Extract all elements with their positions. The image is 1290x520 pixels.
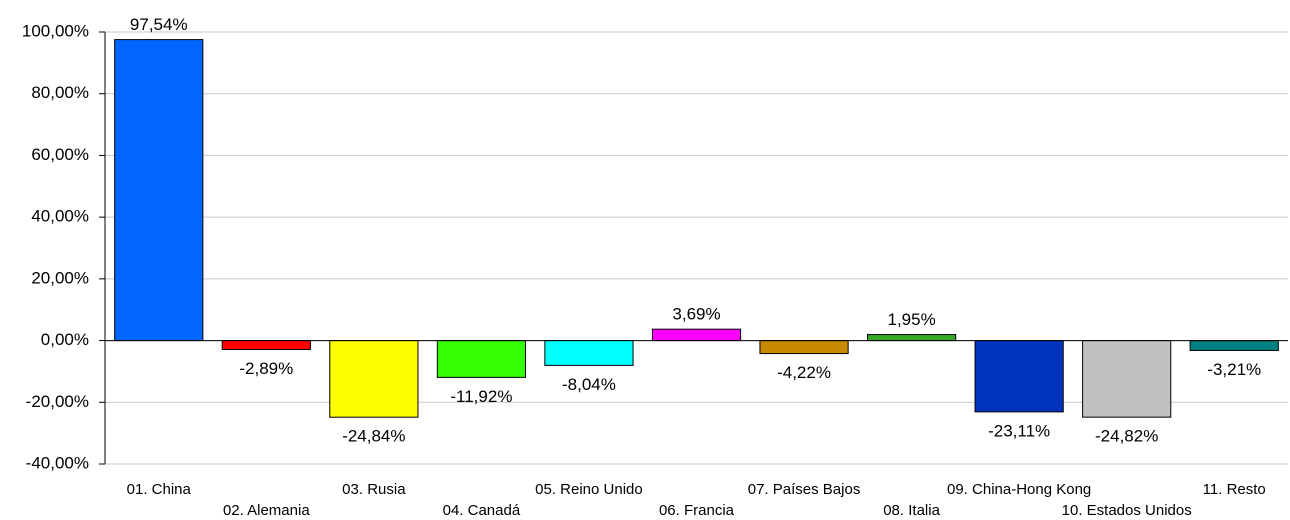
value-label: -3,21% — [1207, 360, 1261, 379]
x-tick-label: 10. Estados Unidos — [1062, 502, 1192, 519]
value-label: -4,22% — [777, 363, 831, 382]
x-tick-label: 03. Rusia — [342, 481, 406, 498]
value-label: -23,11% — [988, 421, 1050, 440]
y-tick-label: 40,00% — [31, 207, 89, 226]
bar — [436, 340, 527, 378]
bar — [651, 328, 742, 342]
bar — [221, 340, 311, 350]
x-tick-label: 02. Alemania — [223, 502, 310, 519]
value-label: -2,89% — [239, 359, 293, 378]
value-label: -24,84% — [342, 427, 405, 446]
y-tick-label: 0,00% — [41, 330, 89, 349]
bar — [974, 340, 1064, 413]
value-label: -11,92% — [450, 387, 512, 406]
value-label: 1,95% — [887, 310, 935, 329]
value-label: 97,54% — [130, 15, 188, 34]
bar — [866, 334, 957, 342]
x-tick-label: 01. China — [127, 481, 192, 498]
y-tick-label: 60,00% — [31, 145, 89, 164]
x-tick-label: 05. Reino Unido — [535, 481, 643, 498]
x-tick-label: 09. China-Hong Kong — [947, 481, 1091, 498]
y-tick-label: -20,00% — [26, 392, 89, 411]
y-tick-label: 80,00% — [31, 83, 89, 102]
x-tick-label: 04. Canadá — [443, 502, 521, 519]
x-tick-label: 06. Francia — [659, 502, 735, 519]
bar — [759, 340, 849, 355]
value-label: -24,82% — [1095, 427, 1158, 446]
bar — [329, 340, 419, 418]
y-tick-label: -40,00% — [26, 453, 89, 472]
value-label: 3,69% — [672, 305, 720, 324]
y-tick-label: 20,00% — [31, 268, 89, 287]
x-tick-label: 07. Países Bajos — [748, 481, 861, 498]
x-tick-label: 11. Resto — [1203, 481, 1266, 498]
value-label: -8,04% — [562, 375, 616, 394]
y-tick-label: 100,00% — [22, 21, 89, 40]
x-tick-label: 08. Italia — [883, 502, 940, 519]
bar — [114, 39, 204, 342]
bar — [544, 340, 634, 366]
bar — [1189, 340, 1279, 351]
bar — [1082, 340, 1172, 418]
